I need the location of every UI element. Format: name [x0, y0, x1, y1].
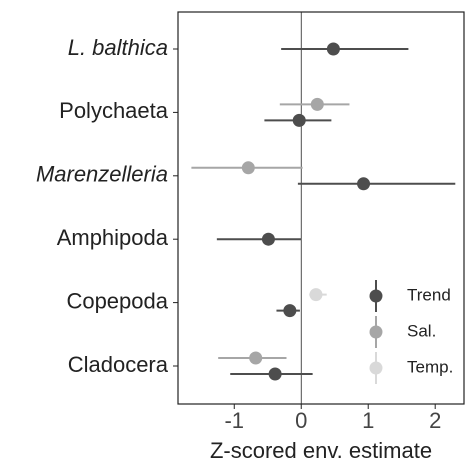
legend-label: Temp. — [407, 357, 453, 376]
legend-label: Sal. — [407, 321, 436, 340]
y-tick-label: Cladocera — [68, 352, 169, 377]
point — [283, 304, 297, 318]
legend-label: Trend — [407, 285, 451, 304]
point — [268, 367, 282, 381]
point — [241, 161, 255, 175]
point — [357, 177, 371, 191]
point — [326, 42, 340, 56]
point — [249, 351, 263, 365]
legend-point — [369, 325, 383, 339]
y-tick-label: Polychaeta — [59, 98, 169, 123]
point — [309, 288, 323, 302]
x-tick-label: 1 — [362, 408, 374, 433]
point — [310, 97, 324, 111]
x-axis-label: Z-scored env. estimate — [210, 438, 432, 462]
y-tick-label: L. balthica — [68, 35, 168, 60]
point — [292, 113, 306, 127]
legend-point — [369, 361, 383, 375]
y-tick-label: Copepoda — [66, 288, 168, 313]
legend-point — [369, 289, 383, 303]
plot-frame — [177, 11, 465, 405]
x-tick-label: -1 — [224, 408, 244, 433]
point — [261, 232, 275, 246]
y-tick-label: Marenzelleria — [36, 162, 168, 187]
x-tick-label: 2 — [429, 408, 441, 433]
x-tick-label: 0 — [295, 408, 307, 433]
y-tick-label: Amphipoda — [57, 225, 169, 250]
